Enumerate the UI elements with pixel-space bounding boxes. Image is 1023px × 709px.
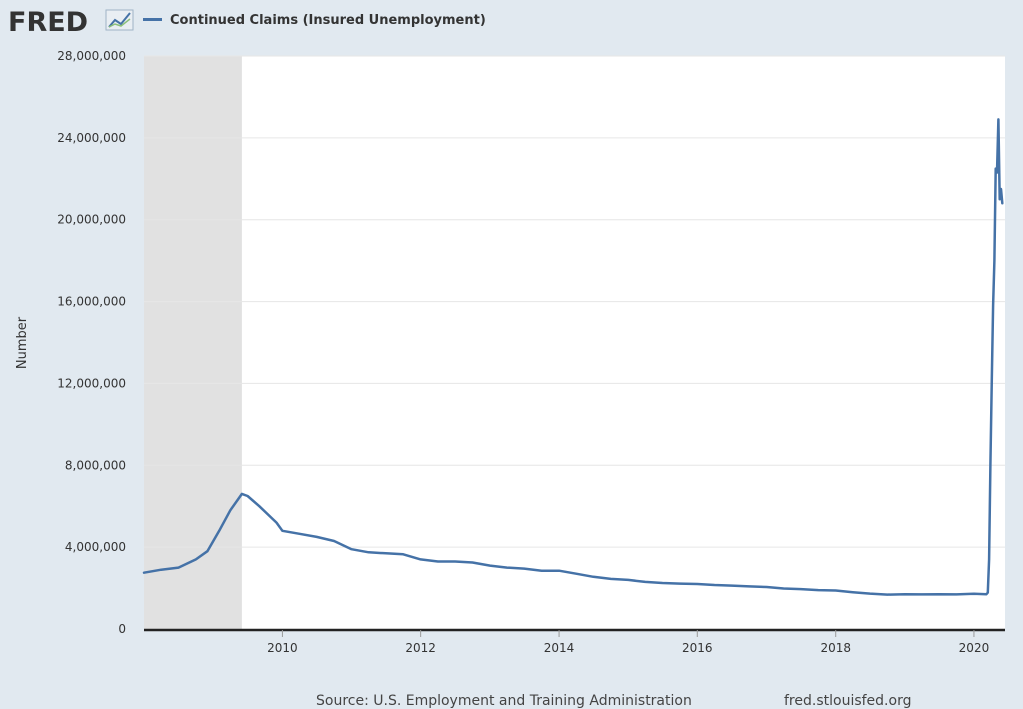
series-line-continued-claims[interactable] — [142, 118, 1004, 596]
y-tick-label: 8,000,000 — [65, 458, 126, 472]
trend-line-icon — [105, 9, 134, 31]
y-axis-title: Number — [15, 316, 30, 369]
source-note: Source: U.S. Employment and Training Adm… — [316, 693, 692, 709]
site-link[interactable]: fred.stlouisfed.org — [784, 693, 911, 709]
x-tick-label: 2014 — [544, 641, 575, 655]
y-tick-label: 16,000,000 — [57, 295, 126, 309]
x-tick-label: 2016 — [682, 641, 713, 655]
y-tick-label: 24,000,000 — [57, 131, 126, 145]
legend-label: Continued Claims (Insured Unemployment) — [170, 13, 486, 28]
y-tick-label: 0 — [118, 622, 126, 636]
y-tick-label: 4,000,000 — [65, 540, 126, 554]
y-tick-label: 28,000,000 — [57, 49, 126, 63]
recession-band — [144, 56, 242, 629]
legend[interactable]: Continued Claims (Insured Unemployment) — [143, 13, 486, 28]
x-tick-label: 2010 — [267, 641, 298, 655]
plot-area — [144, 56, 1005, 629]
x-tick-label: 2020 — [959, 641, 990, 655]
x-tick-label: 2012 — [405, 641, 436, 655]
y-tick-label: 12,000,000 — [57, 376, 126, 390]
fred-logo-text: FRED — [8, 7, 88, 38]
fred-logo[interactable]: FRED — [8, 7, 134, 38]
x-tick-label: 2018 — [820, 641, 851, 655]
y-tick-label: 20,000,000 — [57, 213, 126, 227]
